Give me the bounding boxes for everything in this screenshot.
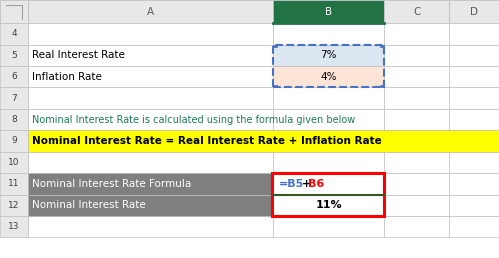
Text: D: D xyxy=(470,7,478,17)
Bar xyxy=(0,109,28,130)
Bar xyxy=(449,195,499,216)
Bar xyxy=(28,109,273,130)
Text: A: A xyxy=(147,7,154,17)
Bar xyxy=(273,216,384,237)
Bar xyxy=(384,109,449,130)
Bar xyxy=(273,173,384,195)
Bar xyxy=(28,87,273,109)
Bar xyxy=(273,109,384,130)
Bar xyxy=(449,87,499,109)
Text: Nominal Interest Rate Formula: Nominal Interest Rate Formula xyxy=(32,179,191,189)
Bar xyxy=(273,45,277,47)
Bar xyxy=(0,216,28,237)
Bar xyxy=(0,173,28,195)
Bar xyxy=(273,85,277,87)
Bar xyxy=(273,45,384,66)
Bar xyxy=(384,195,449,216)
Bar xyxy=(384,152,449,173)
Bar xyxy=(273,130,384,152)
Bar xyxy=(0,66,28,87)
Bar xyxy=(28,23,273,45)
Text: 5: 5 xyxy=(11,51,17,60)
Bar xyxy=(273,152,384,173)
Bar xyxy=(0,152,28,173)
Text: +: + xyxy=(302,179,311,189)
Bar xyxy=(28,173,273,195)
Bar xyxy=(28,66,273,87)
Text: Nominal Interest Rate is calculated using the formula given below: Nominal Interest Rate is calculated usin… xyxy=(32,115,355,125)
Text: 13: 13 xyxy=(8,222,20,231)
Bar xyxy=(384,173,449,195)
Bar xyxy=(0,23,28,45)
Bar xyxy=(28,152,273,173)
Text: 8: 8 xyxy=(11,115,17,124)
Bar xyxy=(273,45,384,87)
Bar xyxy=(28,45,273,66)
Bar xyxy=(449,66,499,87)
Bar xyxy=(28,0,273,23)
Bar xyxy=(449,45,499,66)
Bar xyxy=(384,23,449,45)
Bar xyxy=(384,216,449,237)
Bar xyxy=(273,173,384,195)
Bar xyxy=(273,0,384,23)
Bar xyxy=(272,173,384,216)
Text: Inflation Rate: Inflation Rate xyxy=(32,72,102,82)
Text: 10: 10 xyxy=(8,158,20,167)
Bar xyxy=(449,0,499,23)
Text: 11%: 11% xyxy=(315,200,342,210)
Bar xyxy=(273,195,384,216)
Bar xyxy=(384,130,449,152)
Bar xyxy=(449,109,499,130)
Text: 12: 12 xyxy=(8,201,19,210)
Bar xyxy=(273,66,384,87)
Bar xyxy=(449,152,499,173)
Bar xyxy=(273,66,384,87)
Bar xyxy=(380,85,384,87)
Bar xyxy=(384,87,449,109)
Bar xyxy=(449,130,499,152)
Bar xyxy=(28,195,273,216)
Bar xyxy=(0,195,28,216)
Text: 9: 9 xyxy=(11,136,17,146)
Bar xyxy=(273,23,384,45)
Bar xyxy=(28,216,273,237)
Text: Nominal Interest Rate: Nominal Interest Rate xyxy=(32,200,146,210)
Text: Real Interest Rate: Real Interest Rate xyxy=(32,50,125,60)
Text: =B5: =B5 xyxy=(278,179,304,189)
Bar xyxy=(28,173,273,195)
Bar xyxy=(449,173,499,195)
Bar xyxy=(384,0,449,23)
Bar xyxy=(380,45,384,47)
Bar xyxy=(0,45,28,66)
Bar xyxy=(273,195,384,216)
Text: 7: 7 xyxy=(11,94,17,103)
Text: Nominal Interest Rate = Real Interest Rate + Inflation Rate: Nominal Interest Rate = Real Interest Ra… xyxy=(32,136,382,146)
Bar xyxy=(0,0,28,23)
Text: B6: B6 xyxy=(308,179,325,189)
Bar xyxy=(273,45,384,66)
Text: C: C xyxy=(413,7,420,17)
Bar xyxy=(449,216,499,237)
Bar xyxy=(384,66,449,87)
Bar xyxy=(28,130,499,152)
Bar xyxy=(0,87,28,109)
Text: 7%: 7% xyxy=(320,50,337,60)
Bar xyxy=(0,130,28,152)
Text: 11: 11 xyxy=(8,179,20,188)
Text: B: B xyxy=(325,7,332,17)
Bar xyxy=(28,195,273,216)
Text: 6: 6 xyxy=(11,72,17,81)
Bar xyxy=(384,45,449,66)
Bar xyxy=(273,87,384,109)
Text: 4%: 4% xyxy=(320,72,337,82)
Bar xyxy=(449,23,499,45)
Bar xyxy=(28,130,273,152)
Text: 4: 4 xyxy=(11,29,17,38)
